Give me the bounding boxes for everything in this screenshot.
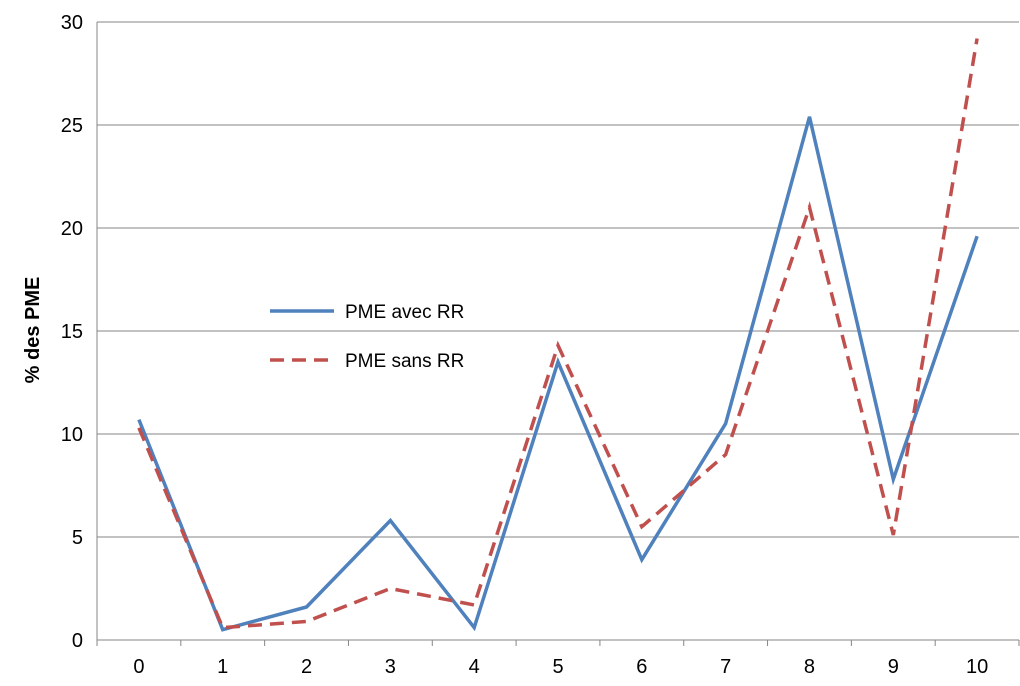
x-tick-label-5: 5 <box>552 656 563 678</box>
y-axis: 0 5 10 15 20 25 30 <box>61 12 98 652</box>
series-line-pme-sans-rr <box>137 38 979 630</box>
x-tick-label-4: 4 <box>469 656 480 678</box>
y-tick-label-25: 25 <box>61 115 83 137</box>
y-axis-title: % des PME <box>22 277 44 384</box>
y-tick-label-10: 10 <box>61 424 83 446</box>
series-group <box>137 38 979 632</box>
x-tick-label-9: 9 <box>888 656 899 678</box>
x-tick-label-3: 3 <box>385 656 396 678</box>
grid <box>97 21 1019 538</box>
legend: PME avec RR PME sans RR <box>270 302 464 372</box>
x-axis: 0 1 2 3 4 5 6 7 8 9 10 <box>96 639 1020 678</box>
legend-item-pme-sans-rr: PME sans RR <box>270 351 464 372</box>
y-tick-label-30: 30 <box>61 12 83 34</box>
legend-label-pme-avec-rr: PME avec RR <box>345 302 464 323</box>
legend-label-pme-sans-rr: PME sans RR <box>345 351 464 372</box>
x-tick-label-7: 7 <box>720 656 731 678</box>
series-line-pme-avec-rr <box>137 116 979 632</box>
y-tick-label-0: 0 <box>72 630 83 652</box>
x-tick-label-8: 8 <box>804 656 815 678</box>
x-tick-label-2: 2 <box>301 656 312 678</box>
y-tick-label-20: 20 <box>61 218 83 240</box>
x-tick-label-6: 6 <box>636 656 647 678</box>
legend-item-pme-avec-rr: PME avec RR <box>270 302 464 323</box>
x-tick-label-1: 1 <box>217 656 228 678</box>
y-tick-label-15: 15 <box>61 321 83 343</box>
x-tick-label-0: 0 <box>133 656 144 678</box>
y-tick-label-5: 5 <box>72 527 83 549</box>
x-tick-label-10: 10 <box>966 656 988 678</box>
